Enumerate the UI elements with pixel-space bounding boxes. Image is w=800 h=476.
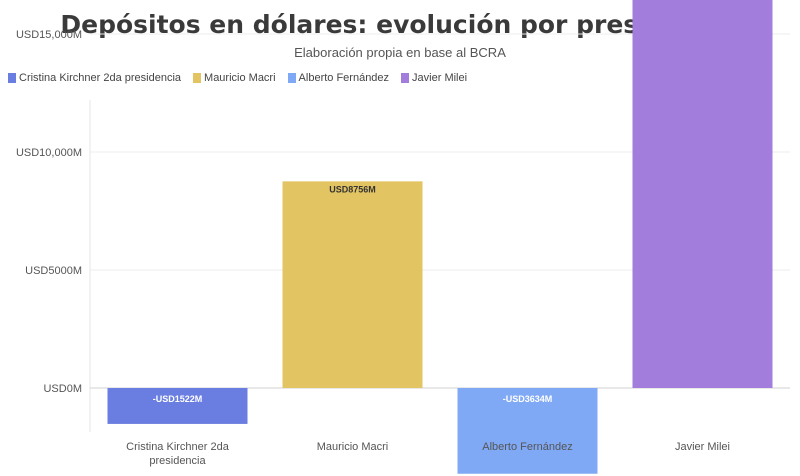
legend-label: Alberto Fernández [298,72,390,84]
chart-subtitle: Elaboración propia en base al BCRA [294,45,506,60]
legend-label: Cristina Kirchner 2da presidencia [19,72,182,84]
x-tick-label: Mauricio Macri [317,441,389,453]
legend-label: Mauricio Macri [204,72,276,84]
y-tick-label: USD10,000M [16,147,82,159]
legend-item-kirchner[interactable]: Cristina Kirchner 2da presidencia [8,72,181,84]
bar-2 [457,388,598,474]
legend-swatch [401,73,410,83]
x-tick-label: Cristina Kirchner 2da [126,441,230,453]
data-label: -USD3634M [503,394,553,404]
y-tick-label: USD5000M [25,265,82,277]
legend-item-macri[interactable]: Mauricio Macri [193,72,276,84]
y-tick-label: USD15,000M [16,29,82,41]
legend-item-fernandez[interactable]: Alberto Fernández [287,72,390,84]
data-label: USD8756M [329,184,376,194]
legend-swatch [193,73,202,83]
x-tick-label: Alberto Fernández [482,441,573,453]
legend-item-milei[interactable]: Javier Milei [401,72,467,84]
x-tick-label: Javier Milei [675,441,730,453]
legend-label: Javier Milei [412,72,468,84]
legend: Cristina Kirchner 2da presidencia Mauric… [8,72,467,84]
x-tick-label: presidencia [149,455,206,467]
data-label: -USD1522M [153,394,203,404]
bar-3 [632,0,773,389]
bar-0 [107,388,248,424]
legend-swatch [287,73,296,83]
y-tick-label: USD0M [43,383,82,395]
legend-swatch [8,73,16,83]
bar-1 [282,181,423,388]
